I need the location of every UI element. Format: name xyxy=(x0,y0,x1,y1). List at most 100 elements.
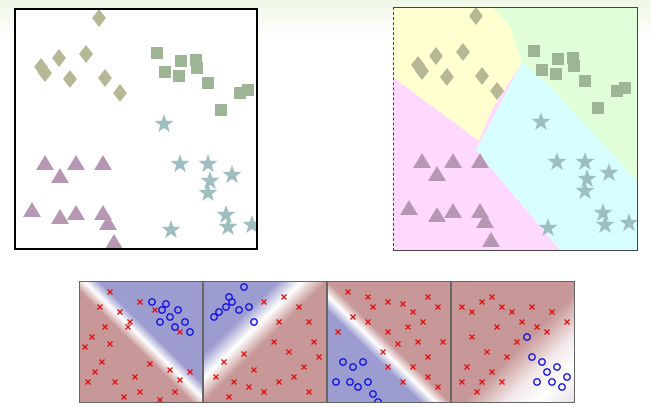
cross-point-8 xyxy=(519,319,525,325)
cross-point-10 xyxy=(534,324,540,330)
cross-point-8 xyxy=(301,364,307,370)
circle-point-5 xyxy=(548,378,556,386)
triangle-point-9 xyxy=(99,215,117,230)
square-point-2 xyxy=(536,64,548,76)
cross-point-19 xyxy=(425,374,431,380)
cross-point-3 xyxy=(385,299,391,305)
diamond-point-5 xyxy=(456,43,470,61)
cross-point-16 xyxy=(415,339,421,345)
cross-point-13 xyxy=(335,329,341,335)
cross-point-1 xyxy=(345,289,351,295)
star-point-7 xyxy=(216,205,236,224)
decision-regions-panel xyxy=(393,7,638,251)
circle-point-2 xyxy=(158,306,166,314)
circle-point-8 xyxy=(563,373,571,381)
cross-point-11 xyxy=(261,389,267,395)
circle-point-4 xyxy=(543,368,551,376)
diamond-point-3 xyxy=(52,49,66,67)
cross-point-13 xyxy=(132,374,138,380)
diamond-point-3 xyxy=(429,47,443,65)
triangle-point-10 xyxy=(482,232,500,247)
cross-point-20 xyxy=(226,394,232,400)
star-point-9 xyxy=(619,213,637,232)
cross-point-16 xyxy=(177,377,183,383)
cross-point-11 xyxy=(92,369,98,375)
star-point-1 xyxy=(154,114,174,133)
circle-point-5 xyxy=(171,323,179,331)
star-point-5 xyxy=(575,181,595,200)
triangle-point-6 xyxy=(428,207,446,222)
cross-point-21 xyxy=(246,384,252,390)
cross-point-4 xyxy=(89,334,95,340)
cross-point-19 xyxy=(489,369,495,375)
cross-point-1 xyxy=(459,304,465,310)
triangle-point-3 xyxy=(471,153,489,168)
cross-point-24 xyxy=(440,339,446,345)
diamond-point-6 xyxy=(475,67,489,85)
cross-point-15 xyxy=(167,367,173,373)
circle-point-9 xyxy=(174,306,182,314)
circle-point-2 xyxy=(349,363,357,371)
circle-point-4 xyxy=(156,318,164,326)
diamond-point-8 xyxy=(38,64,52,82)
star-point-2 xyxy=(547,152,567,171)
cross-point-18 xyxy=(85,379,91,385)
square-point-6 xyxy=(579,75,591,87)
circle-point-7 xyxy=(553,363,561,371)
cross-point-17 xyxy=(187,369,193,375)
cross-point-10 xyxy=(276,379,282,385)
square-point-4 xyxy=(552,53,564,65)
star-point-10 xyxy=(538,218,558,237)
circle-point-6 xyxy=(558,383,566,391)
circle-point-5 xyxy=(354,383,362,391)
cross-point-5 xyxy=(499,304,505,310)
cross-point-23 xyxy=(370,304,376,310)
cross-point-15 xyxy=(213,374,219,380)
classifier-panel-1 xyxy=(79,281,203,403)
cross-point-12 xyxy=(306,389,312,395)
triangle-point-3 xyxy=(94,155,112,170)
cross-point-8 xyxy=(177,329,183,335)
star-point-10 xyxy=(161,220,181,239)
circle-point-2 xyxy=(528,353,536,361)
cross-point-21 xyxy=(504,354,510,360)
star-point-1 xyxy=(531,112,551,131)
cross-point-21 xyxy=(435,384,441,390)
triangle-point-1 xyxy=(413,153,431,168)
cross-point-14 xyxy=(147,361,153,367)
star-point-6 xyxy=(599,163,619,182)
cross-point-3 xyxy=(296,304,302,310)
circle-point-5 xyxy=(235,306,243,314)
diamond-point-6 xyxy=(98,69,112,87)
diamond-point-1 xyxy=(92,10,106,27)
cross-point-20 xyxy=(137,389,143,395)
cross-point-2 xyxy=(365,294,371,300)
cross-point-2 xyxy=(469,309,475,315)
cross-point-7 xyxy=(435,304,441,310)
circle-point-6 xyxy=(181,318,189,326)
cross-point-17 xyxy=(425,354,431,360)
star-point-4 xyxy=(577,169,597,188)
cross-point-18 xyxy=(410,364,416,370)
diamond-point-7 xyxy=(490,82,504,100)
circle-point-3 xyxy=(222,303,230,311)
cross-point-3 xyxy=(117,309,123,315)
star-point-3 xyxy=(198,154,218,173)
circle-point-9 xyxy=(332,378,340,386)
cross-point-16 xyxy=(464,364,470,370)
star-point-8 xyxy=(595,215,615,234)
square-point-6 xyxy=(202,77,214,89)
diamond-point-8 xyxy=(415,62,429,80)
cross-point-4 xyxy=(400,301,406,307)
diamond-point-5 xyxy=(79,45,93,63)
cross-point-2 xyxy=(281,294,287,300)
square-point-10 xyxy=(242,84,254,96)
cross-point-24 xyxy=(82,344,88,350)
circle-point-1 xyxy=(339,358,347,366)
classifier-panel-1-background xyxy=(80,282,202,402)
square-point-1 xyxy=(528,45,540,57)
triangle-point-7 xyxy=(444,203,462,218)
triangle-point-2 xyxy=(67,155,85,170)
diamond-point-1 xyxy=(469,8,483,25)
